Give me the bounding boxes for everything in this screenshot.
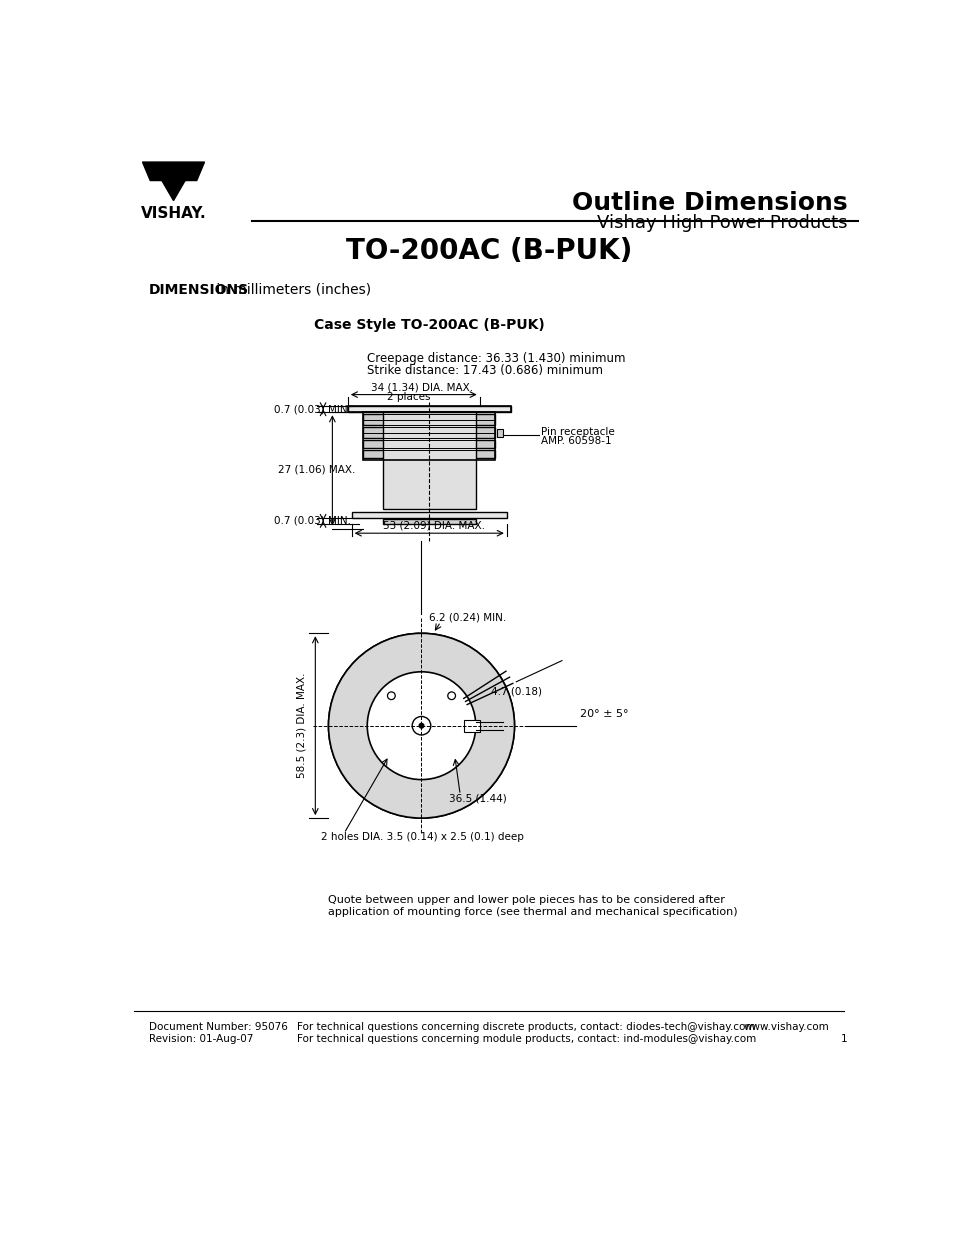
Bar (348, 406, 510, 412)
Bar (348, 406, 510, 412)
Polygon shape (162, 180, 185, 200)
Text: For technical questions concerning module products, contact: ind-modules@vishay.: For technical questions concerning modul… (297, 1034, 756, 1044)
Text: www.vishay.com: www.vishay.com (742, 1023, 828, 1032)
Circle shape (328, 634, 514, 818)
Text: Outline Dimensions: Outline Dimensions (572, 190, 847, 215)
Text: 58.5 (2.3) DIA. MAX.: 58.5 (2.3) DIA. MAX. (296, 673, 306, 778)
Text: DIMENSIONS: DIMENSIONS (149, 283, 249, 296)
Text: Creepage distance: 36.33 (1.430) minimum: Creepage distance: 36.33 (1.430) minimum (367, 352, 625, 366)
Bar (382, 412, 476, 509)
Text: Pin receptacle: Pin receptacle (540, 426, 614, 436)
Circle shape (418, 724, 423, 727)
Text: Revision: 01-Aug-07: Revision: 01-Aug-07 (149, 1034, 253, 1044)
Text: application of mounting force (see thermal and mechanical specification): application of mounting force (see therm… (328, 906, 738, 916)
Text: VISHAY.: VISHAY. (140, 206, 206, 221)
Text: Strike distance: 17.43 (0.686) minimum: Strike distance: 17.43 (0.686) minimum (367, 364, 602, 377)
Bar (363, 412, 495, 461)
Text: 6.2 (0.24) MIN.: 6.2 (0.24) MIN. (429, 613, 506, 622)
Bar (363, 427, 495, 437)
Bar (363, 414, 495, 425)
Text: 2 places: 2 places (386, 393, 430, 403)
Text: 34 (1.34) DIA. MAX.: 34 (1.34) DIA. MAX. (371, 383, 473, 393)
Bar (363, 450, 495, 458)
Text: Quote between upper and lower pole pieces has to be considered after: Quote between upper and lower pole piece… (328, 895, 724, 905)
Text: AMP. 60598-1: AMP. 60598-1 (540, 436, 611, 446)
Text: 1: 1 (841, 1034, 847, 1044)
Text: 0.7 (0.03) MIN.: 0.7 (0.03) MIN. (274, 404, 351, 414)
Text: Vishay High Power Products: Vishay High Power Products (597, 214, 847, 232)
Text: For technical questions concerning discrete products, contact: diodes-tech@visha: For technical questions concerning discr… (297, 1023, 755, 1032)
Text: Case Style TO-200AC (B-PUK): Case Style TO-200AC (B-PUK) (314, 317, 544, 332)
Text: 53 (2.09) DIA. MAX.: 53 (2.09) DIA. MAX. (382, 521, 484, 531)
Text: in millimeters (inches): in millimeters (inches) (212, 283, 371, 296)
Text: 0.7 (0.03) MIN.: 0.7 (0.03) MIN. (274, 516, 351, 526)
Bar (497, 430, 502, 437)
Bar (382, 520, 476, 524)
Text: 36.5 (1.44): 36.5 (1.44) (448, 794, 506, 804)
Text: 4.7 (0.18): 4.7 (0.18) (491, 687, 541, 697)
Text: 2 holes DIA. 3.5 (0.14) x 2.5 (0.1) deep: 2 holes DIA. 3.5 (0.14) x 2.5 (0.1) deep (320, 832, 523, 842)
Bar (352, 511, 506, 517)
Bar (464, 720, 479, 732)
Bar (363, 440, 495, 448)
Text: 20° ± 5°: 20° ± 5° (579, 709, 628, 719)
Text: TO-200AC (B-PUK): TO-200AC (B-PUK) (345, 237, 632, 264)
Text: 27 (1.06) MAX.: 27 (1.06) MAX. (278, 464, 355, 474)
Polygon shape (142, 162, 204, 180)
Text: Document Number: 95076: Document Number: 95076 (149, 1023, 287, 1032)
